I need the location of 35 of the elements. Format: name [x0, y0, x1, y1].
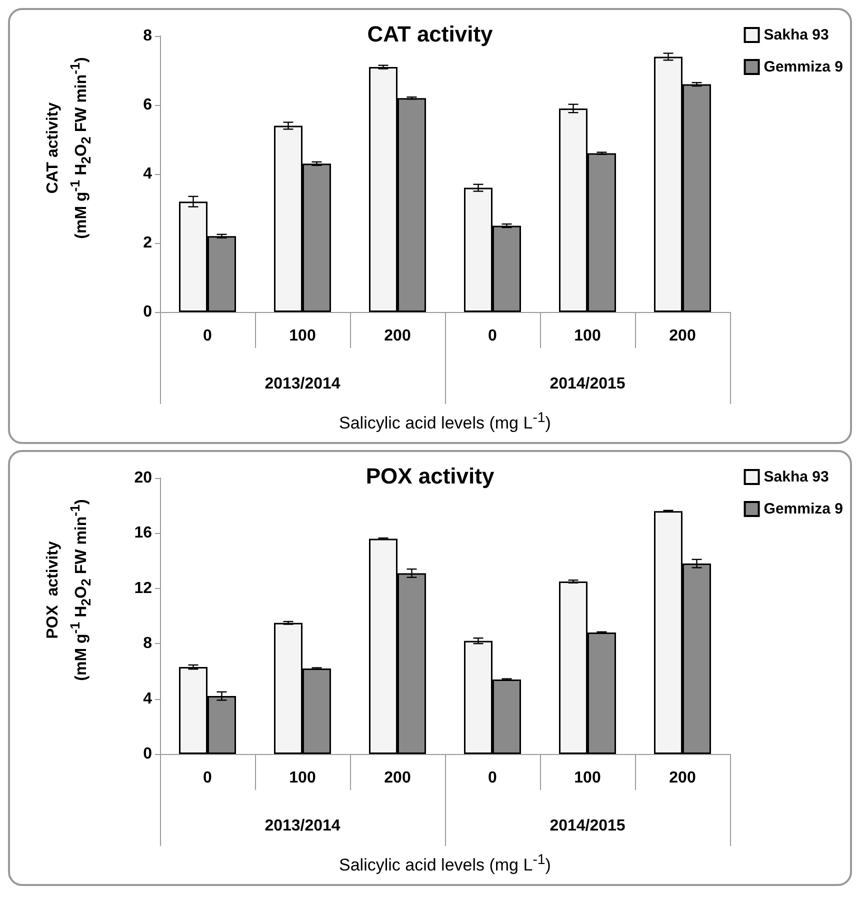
y-tick-label: 8 [143, 28, 152, 44]
y-tick-label: 0 [143, 746, 152, 762]
y-tick-label: 0 [143, 304, 152, 320]
legend-label: Sakha 93 [764, 468, 829, 486]
text: 2014/2015 [550, 818, 626, 834]
chart-title: CAT activity [367, 22, 494, 46]
text: 2013/2014 [264, 818, 340, 834]
x-tick-label: 200 [384, 770, 411, 786]
text: 2014/2015 [550, 376, 626, 392]
y-tick-label: 4 [143, 166, 152, 182]
x-tick-label: 0 [488, 770, 498, 786]
x-tick-label: 100 [289, 328, 316, 344]
y-tick-label: 16 [134, 524, 152, 542]
y-tick-label: 4 [143, 690, 152, 708]
text: 2013/2014 [264, 376, 340, 392]
x-tick-label: 100 [289, 770, 316, 786]
x-axis-title: Salicylic acid levels (mg L$^{-1}$) [338, 410, 552, 434]
y-tick-label: 2 [143, 234, 152, 252]
x-tick-label: 0 [488, 328, 498, 344]
x-tick-label: 100 [574, 770, 601, 786]
y-tick-label: 6 [143, 96, 152, 114]
x-axis-title: Salicylic acid levels (mg L$^{-1}$) [338, 852, 552, 876]
x-tick-label: 200 [384, 328, 411, 344]
x-tick-label: 100 [574, 328, 601, 344]
x-tick-label: 200 [669, 328, 696, 344]
legend-label: Sakha 93 [764, 26, 829, 44]
x-tick-label: 0 [203, 770, 212, 786]
x-tick-label: 200 [669, 770, 696, 786]
chart-title: POX activity [366, 464, 495, 488]
y-tick-label: 20 [134, 470, 152, 486]
legend-label: Gemmiza 9 [764, 500, 844, 518]
y-tick-label: 12 [134, 580, 152, 597]
x-tick-label: 0 [203, 328, 212, 344]
legend-label: Gemmiza 9 [764, 58, 844, 76]
y-tick-label: 8 [143, 635, 152, 652]
